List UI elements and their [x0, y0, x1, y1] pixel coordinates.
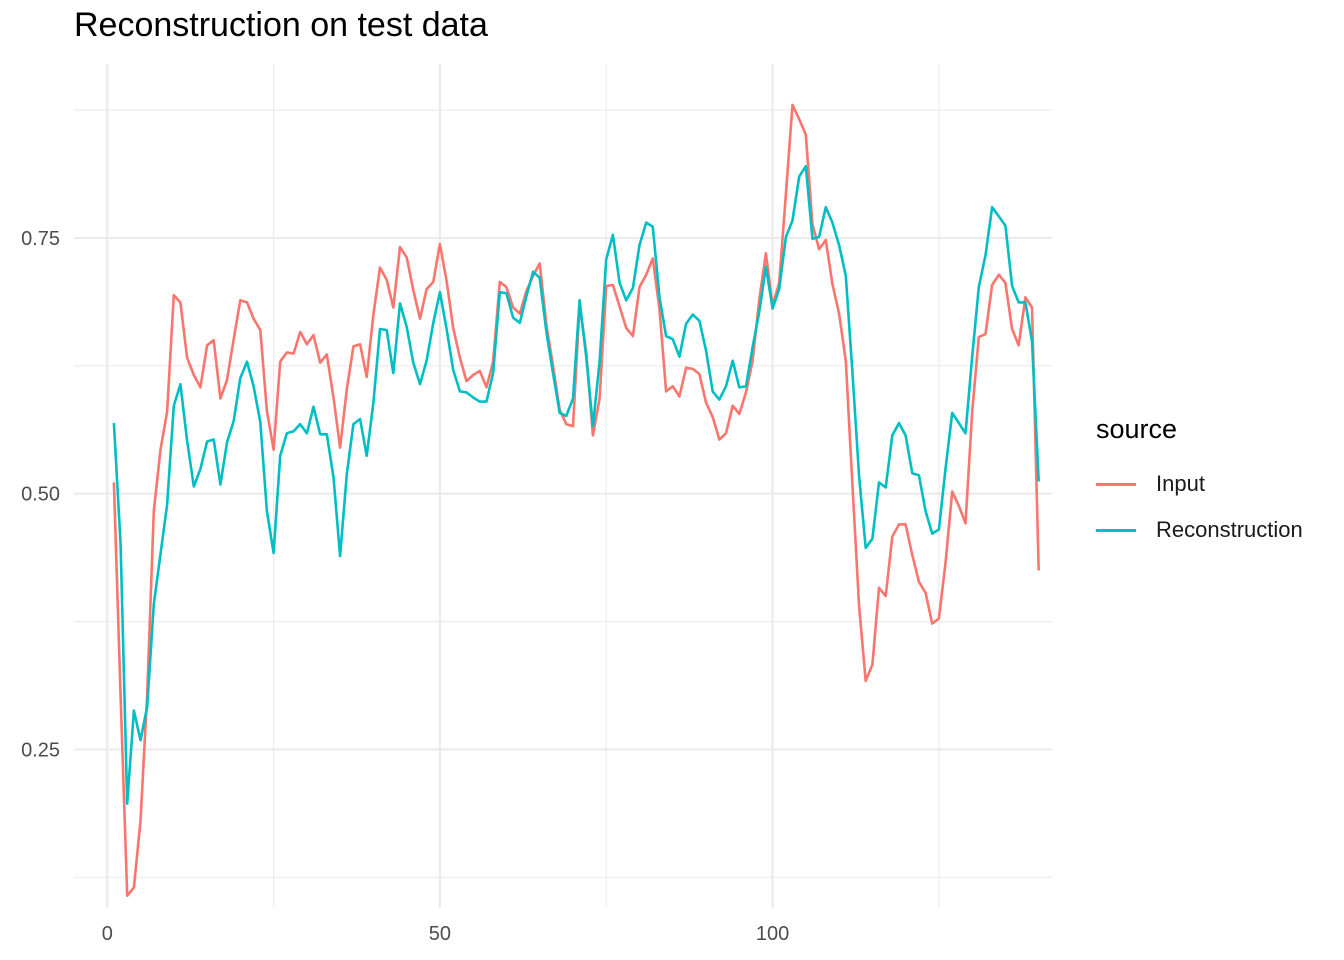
series-lines — [112, 103, 1040, 898]
y-tick-label: 0.50 — [21, 484, 60, 506]
legend-label-reconstruction: Reconstruction — [1156, 517, 1303, 542]
series-line-input — [112, 103, 1040, 898]
legend-label-input: Input — [1156, 471, 1205, 496]
x-tick-label: 50 — [429, 923, 451, 945]
legend-key-input — [1096, 482, 1136, 486]
axis-tick-labels: 0.25 0.50 0.75 0 50 100 — [21, 228, 789, 945]
y-tick-label: 0.75 — [21, 228, 60, 250]
legend-title: source — [1096, 414, 1178, 444]
legend: source Input Reconstruction — [1096, 414, 1303, 553]
legend-item-input: Input — [1096, 461, 1303, 507]
y-tick-label: 0.25 — [21, 739, 60, 761]
series-line-reconstruction — [112, 165, 1040, 806]
x-tick-label: 100 — [756, 923, 789, 945]
legend-item-reconstruction: Reconstruction — [1096, 507, 1303, 553]
grid-minor — [74, 64, 1052, 908]
x-tick-label: 0 — [102, 923, 113, 945]
grid-major — [74, 64, 1052, 908]
legend-key-reconstruction — [1096, 528, 1136, 532]
page-title: Reconstruction on test data — [74, 6, 488, 44]
